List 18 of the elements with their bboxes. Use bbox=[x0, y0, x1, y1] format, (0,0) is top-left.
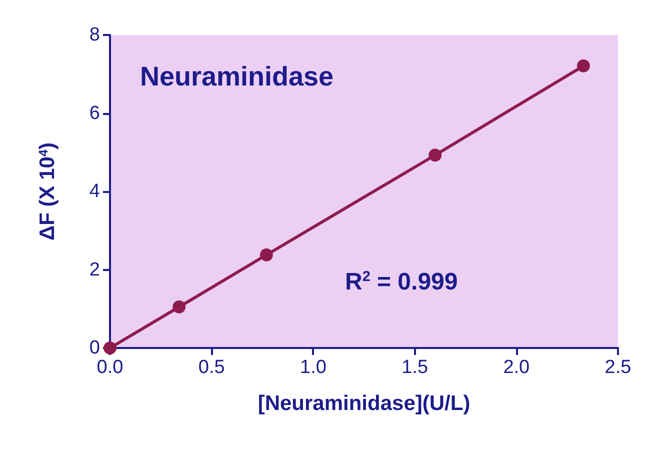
x-axis-title: [Neuraminidase](U/L) bbox=[258, 392, 470, 415]
point bbox=[428, 148, 442, 162]
y-tick-label: 6 bbox=[89, 102, 100, 124]
x-tick-label: 0.5 bbox=[198, 357, 225, 378]
x-tick-label: 0.0 bbox=[96, 357, 124, 378]
x-tick-label: 2.0 bbox=[503, 357, 530, 378]
y-tick-label: 0 bbox=[89, 338, 100, 358]
x-tick-label: 2.5 bbox=[604, 357, 632, 378]
y-tick-label: 2 bbox=[89, 259, 100, 280]
y-axis-title: ΔF (X 104) bbox=[36, 142, 59, 240]
x-tick-label: 1.5 bbox=[402, 357, 428, 378]
x-tick-label: 1.0 bbox=[300, 357, 326, 378]
text: Neuraminidase bbox=[140, 62, 334, 92]
y-tick-label: 8 bbox=[89, 24, 100, 46]
point bbox=[172, 300, 186, 314]
point bbox=[260, 248, 273, 262]
y-tick-label: 4 bbox=[89, 181, 100, 202]
point bbox=[576, 59, 590, 72]
